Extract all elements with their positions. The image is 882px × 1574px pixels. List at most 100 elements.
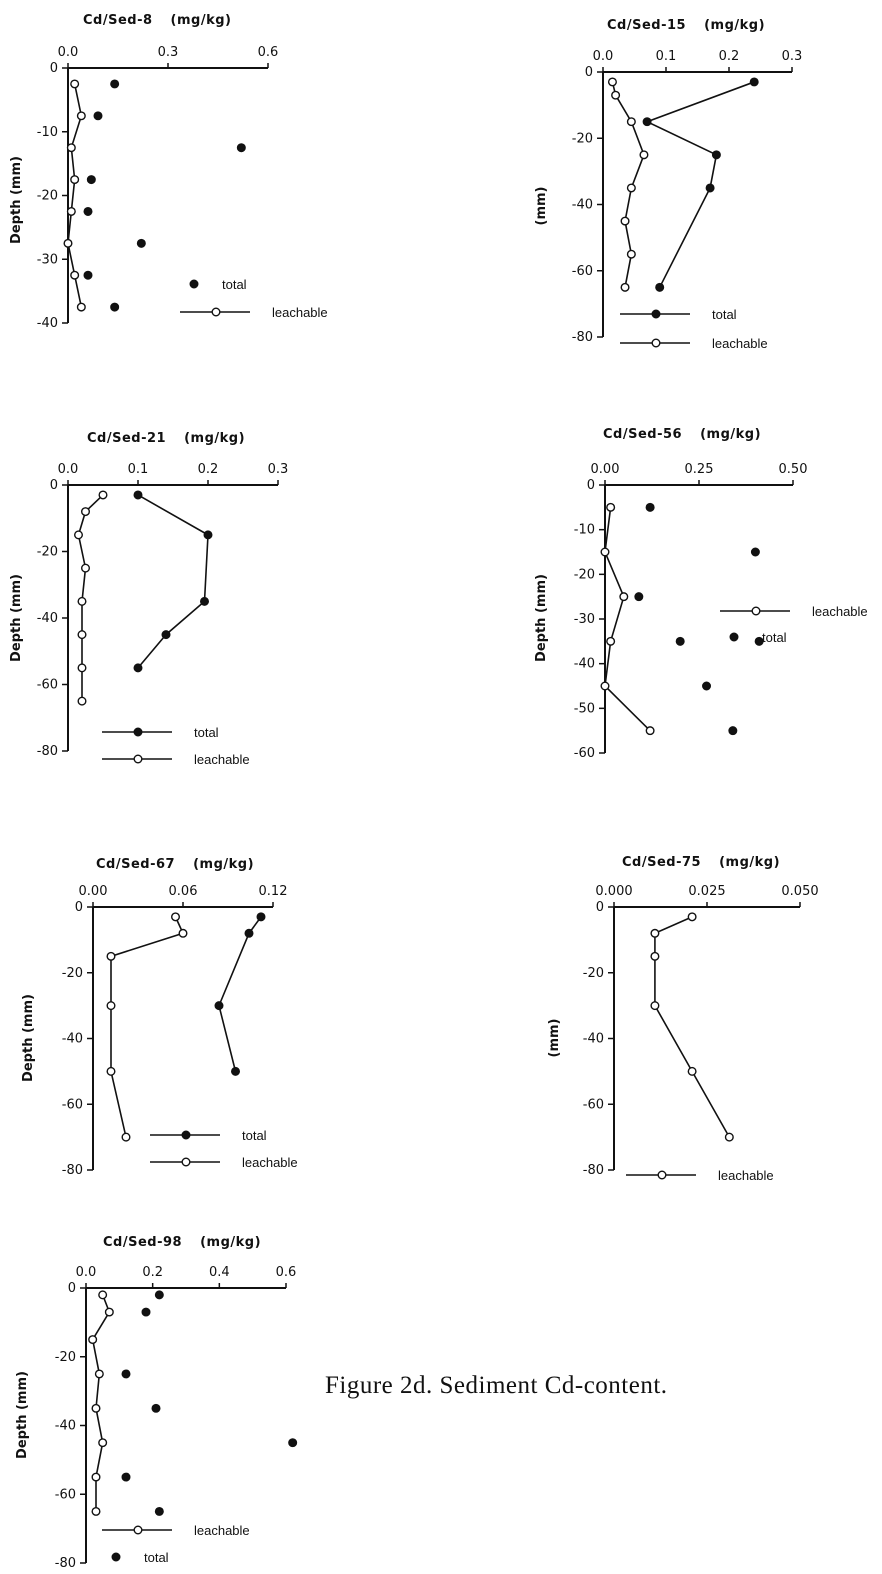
x-tick-label: 0.0 (58, 45, 79, 60)
data-point-leachable (106, 1001, 116, 1011)
x-tick-label: 0.1 (656, 49, 677, 64)
data-point-leachable (77, 696, 87, 706)
data-point-total (136, 238, 146, 248)
data-point-total (203, 530, 213, 540)
legend-item: leachable (620, 336, 768, 351)
y-tick-label: -40 (37, 611, 58, 626)
chart-units: (mg/kg) (700, 427, 761, 442)
data-point-leachable (607, 77, 617, 87)
data-point-total (749, 77, 759, 87)
x-tick-label: 0.050 (781, 884, 818, 899)
y-tick-label: -60 (574, 746, 595, 761)
legend-marker (657, 1170, 667, 1180)
data-point-total (110, 79, 120, 89)
data-point-leachable (606, 636, 616, 646)
x-tick-label: 0.0 (76, 1265, 97, 1280)
legend-label: leachable (812, 604, 868, 619)
data-point-leachable (91, 1403, 101, 1413)
data-point-leachable (106, 1066, 116, 1076)
legend-label: total (144, 1550, 169, 1565)
data-point-total (705, 183, 715, 193)
chart-units: (mg/kg) (184, 431, 245, 446)
legend-item: leachable (180, 305, 328, 320)
data-point-leachable (98, 490, 108, 500)
x-tick-label: 0.12 (259, 884, 288, 899)
y-tick-label: -40 (574, 657, 595, 672)
legend-item: total (729, 630, 787, 645)
data-point-leachable (619, 592, 629, 602)
data-point-leachable (77, 663, 87, 673)
series-line-leachable (91, 1294, 111, 1512)
y-tick-label: -80 (62, 1163, 83, 1178)
legend-label: leachable (718, 1168, 774, 1183)
data-point-total (83, 270, 93, 280)
data-point-leachable (620, 216, 630, 226)
data-point-leachable (91, 1506, 101, 1516)
legend-label: leachable (194, 1523, 250, 1538)
y-tick-label: -50 (574, 701, 595, 716)
y-tick-label: -60 (572, 264, 593, 279)
data-point-total (154, 1506, 164, 1516)
data-point-total (121, 1369, 131, 1379)
data-point-total (141, 1307, 151, 1317)
legend-marker (189, 279, 199, 289)
x-tick-label: 0.00 (79, 884, 108, 899)
data-point-total (236, 143, 246, 153)
x-tick-label: 0.6 (276, 1265, 297, 1280)
chart-title: Cd/Sed-75 (mg/kg) (622, 855, 780, 870)
data-point-total (151, 1403, 161, 1413)
data-point-leachable (66, 206, 76, 216)
data-point-total (244, 928, 254, 938)
legend-marker (751, 606, 761, 616)
chart-title: Cd/Sed-8 (mg/kg) (83, 13, 231, 28)
legend-label: total (762, 630, 787, 645)
data-point-leachable (70, 270, 80, 280)
legend-item: total (620, 307, 737, 322)
series-line-leachable (654, 916, 731, 1138)
x-tick-label: 0.0 (593, 49, 614, 64)
chart-panel: Cd/Sed-21 (mg/kg) Depth (mm) 0.0 0.1 0.2 0.3 0 -… (9, 431, 288, 767)
data-point-leachable (66, 143, 76, 153)
chart-units: (mg/kg) (193, 857, 254, 872)
chart-units: (mg/kg) (719, 855, 780, 870)
y-tick-label: -20 (572, 131, 593, 146)
y-tick-label: -40 (55, 1419, 76, 1434)
y-tick-label: -30 (574, 612, 595, 627)
chart-title: Cd/Sed-98 (mg/kg) (103, 1235, 261, 1250)
chart-title-name: Cd/Sed-67 (96, 857, 175, 872)
legend-marker (181, 1130, 191, 1140)
legend-item: total (150, 1128, 267, 1143)
data-point-leachable (98, 1290, 108, 1300)
y-tick-label: 0 (587, 478, 595, 493)
chart-title-name: Cd/Sed-56 (603, 427, 682, 442)
x-tick-label: 0.4 (209, 1265, 230, 1280)
y-tick-label: -40 (62, 1032, 83, 1047)
y-tick-label: -60 (583, 1097, 604, 1112)
data-point-leachable (650, 928, 660, 938)
data-point-total (161, 630, 171, 640)
data-point-leachable (63, 238, 73, 248)
data-point-total (199, 596, 209, 606)
y-axis-label: Depth (mm) (9, 156, 24, 244)
y-tick-label: -60 (62, 1097, 83, 1112)
y-axis-label: (mm) (547, 1019, 562, 1058)
chart-units: (mg/kg) (200, 1235, 261, 1250)
chart-panel: Cd/Sed-75 (mg/kg) (mm) 0.000 0.025 0.050 0 -20 -… (547, 855, 819, 1183)
data-point-total (702, 681, 712, 691)
legend-item: total (111, 1550, 169, 1565)
chart-title: Cd/Sed-15 (mg/kg) (607, 18, 765, 33)
y-tick-label: -80 (55, 1556, 76, 1571)
y-tick-label: -20 (55, 1350, 76, 1365)
data-point-leachable (80, 507, 90, 517)
x-tick-label: 0.25 (685, 462, 714, 477)
y-axis-label: Depth (mm) (15, 1371, 30, 1459)
y-tick-label: -20 (37, 189, 58, 204)
data-point-leachable (170, 912, 180, 922)
data-point-total (645, 502, 655, 512)
data-point-leachable (98, 1438, 108, 1448)
x-tick-label: 0.2 (142, 1265, 163, 1280)
data-point-total (728, 726, 738, 736)
y-tick-label: -10 (574, 523, 595, 538)
data-point-total (288, 1438, 298, 1448)
x-tick-label: 0.000 (595, 884, 632, 899)
